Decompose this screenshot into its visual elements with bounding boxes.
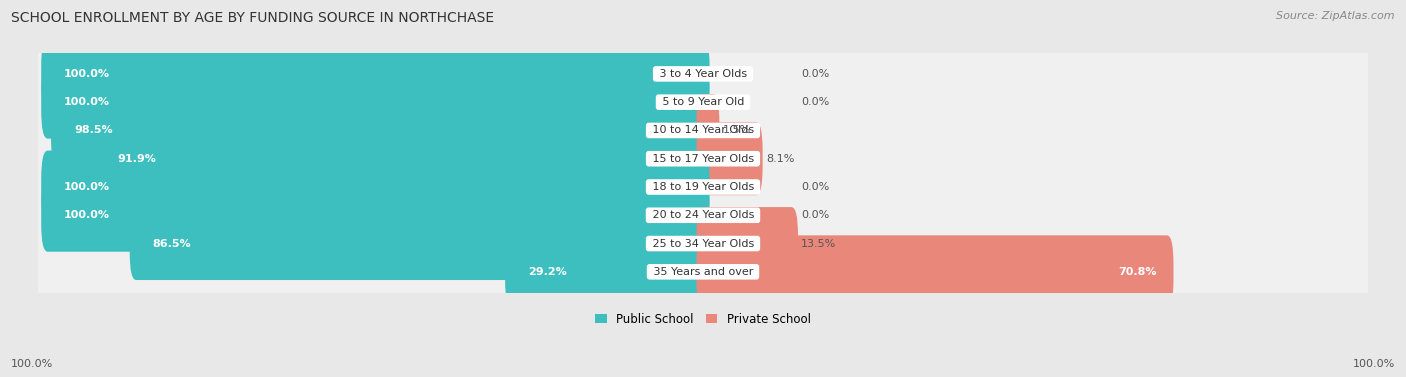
FancyBboxPatch shape — [505, 235, 710, 308]
Text: 5 to 9 Year Old: 5 to 9 Year Old — [658, 97, 748, 107]
FancyBboxPatch shape — [38, 161, 1368, 269]
Text: 100.0%: 100.0% — [65, 182, 110, 192]
FancyBboxPatch shape — [38, 190, 1368, 297]
FancyBboxPatch shape — [51, 94, 710, 167]
Text: 100.0%: 100.0% — [1353, 359, 1395, 369]
FancyBboxPatch shape — [38, 133, 1368, 241]
Text: 15 to 17 Year Olds: 15 to 17 Year Olds — [648, 154, 758, 164]
Text: 100.0%: 100.0% — [65, 210, 110, 220]
FancyBboxPatch shape — [41, 37, 710, 110]
Text: 91.9%: 91.9% — [117, 154, 156, 164]
Text: 0.0%: 0.0% — [801, 210, 830, 220]
Text: 29.2%: 29.2% — [529, 267, 567, 277]
FancyBboxPatch shape — [696, 122, 762, 195]
Text: 70.8%: 70.8% — [1119, 267, 1157, 277]
Text: 13.5%: 13.5% — [801, 239, 837, 248]
Text: 10 to 14 Year Olds: 10 to 14 Year Olds — [648, 126, 758, 135]
Text: 100.0%: 100.0% — [65, 97, 110, 107]
FancyBboxPatch shape — [94, 122, 710, 195]
Text: SCHOOL ENROLLMENT BY AGE BY FUNDING SOURCE IN NORTHCHASE: SCHOOL ENROLLMENT BY AGE BY FUNDING SOUR… — [11, 11, 495, 25]
Text: 18 to 19 Year Olds: 18 to 19 Year Olds — [648, 182, 758, 192]
FancyBboxPatch shape — [41, 66, 710, 139]
Text: 1.5%: 1.5% — [723, 126, 751, 135]
Text: 0.0%: 0.0% — [801, 69, 830, 79]
FancyBboxPatch shape — [41, 179, 710, 252]
Text: 100.0%: 100.0% — [11, 359, 53, 369]
FancyBboxPatch shape — [41, 150, 710, 224]
FancyBboxPatch shape — [696, 207, 799, 280]
Text: 0.0%: 0.0% — [801, 182, 830, 192]
FancyBboxPatch shape — [38, 48, 1368, 156]
Text: 8.1%: 8.1% — [766, 154, 794, 164]
Text: 86.5%: 86.5% — [153, 239, 191, 248]
FancyBboxPatch shape — [38, 218, 1368, 326]
FancyBboxPatch shape — [696, 94, 720, 167]
Text: 100.0%: 100.0% — [65, 69, 110, 79]
Text: 3 to 4 Year Olds: 3 to 4 Year Olds — [655, 69, 751, 79]
FancyBboxPatch shape — [129, 207, 710, 280]
Text: 0.0%: 0.0% — [801, 97, 830, 107]
FancyBboxPatch shape — [38, 105, 1368, 213]
Text: 35 Years and over: 35 Years and over — [650, 267, 756, 277]
Text: 20 to 24 Year Olds: 20 to 24 Year Olds — [648, 210, 758, 220]
FancyBboxPatch shape — [696, 235, 1174, 308]
FancyBboxPatch shape — [38, 77, 1368, 184]
Legend: Public School, Private School: Public School, Private School — [591, 308, 815, 330]
Text: Source: ZipAtlas.com: Source: ZipAtlas.com — [1277, 11, 1395, 21]
Text: 25 to 34 Year Olds: 25 to 34 Year Olds — [648, 239, 758, 248]
Text: 98.5%: 98.5% — [75, 126, 112, 135]
FancyBboxPatch shape — [38, 20, 1368, 128]
